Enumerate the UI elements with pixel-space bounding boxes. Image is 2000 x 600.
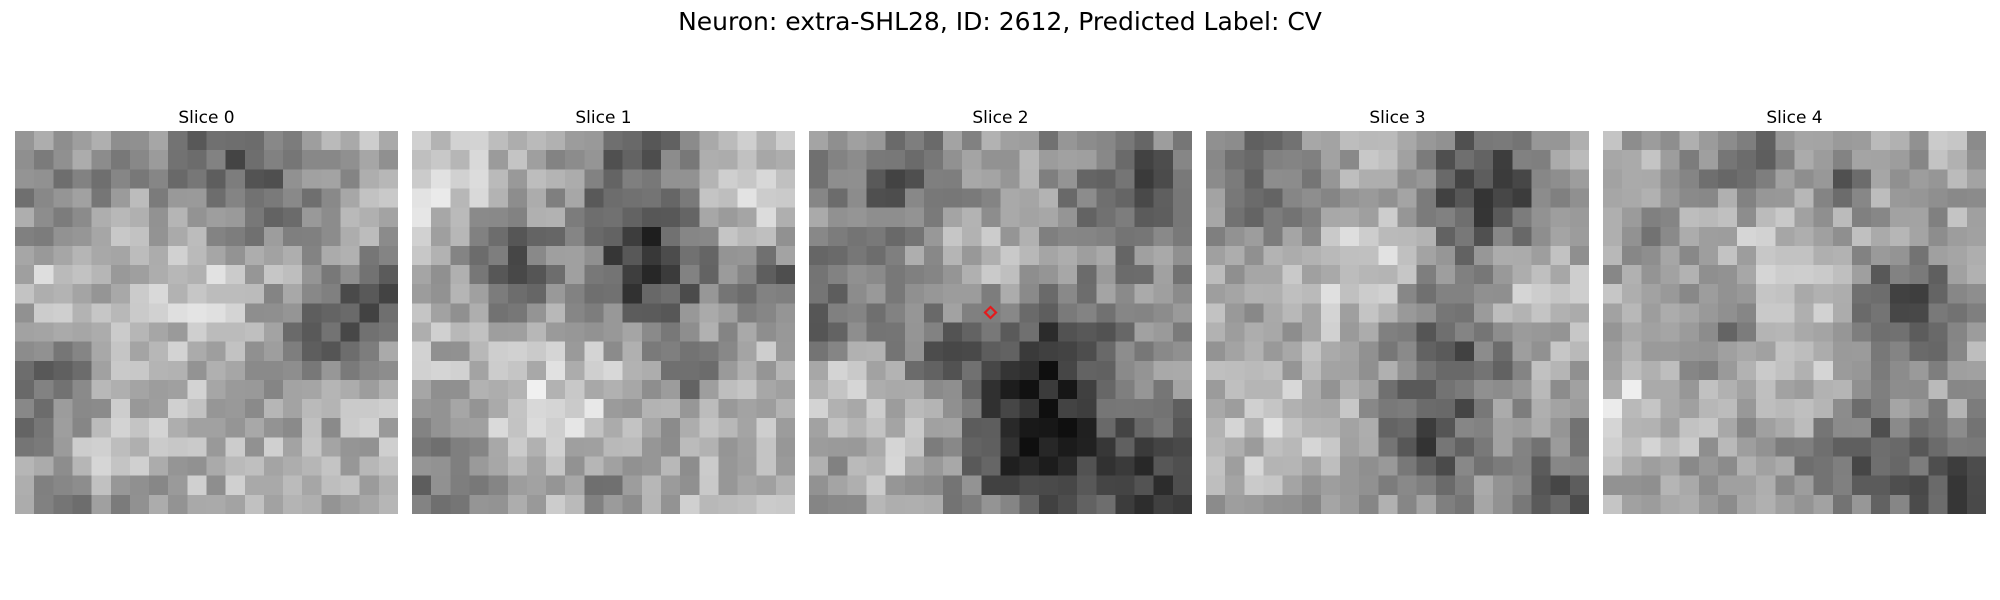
slice-image: [412, 131, 795, 514]
slice-image: [809, 131, 1192, 514]
slice-image: [1603, 131, 1986, 514]
figure-title: Neuron: extra-SHL28, ID: 2612, Predicted…: [678, 7, 1322, 36]
slice-panel-2: Slice 2: [809, 107, 1192, 514]
slice-panel-0: Slice 0: [15, 107, 398, 514]
slice-image: [15, 131, 398, 514]
slice-image: [1206, 131, 1589, 514]
slice-panel-3: Slice 3: [1206, 107, 1589, 514]
slice-title: Slice 0: [178, 108, 235, 128]
slice-panel-1: Slice 1: [412, 107, 795, 514]
slice-title: Slice 4: [1766, 108, 1823, 128]
slice-title: Slice 3: [1369, 108, 1426, 128]
slice-title: Slice 2: [972, 108, 1029, 128]
slice-panel-4: Slice 4: [1603, 107, 1986, 514]
slice-title: Slice 1: [575, 108, 632, 128]
